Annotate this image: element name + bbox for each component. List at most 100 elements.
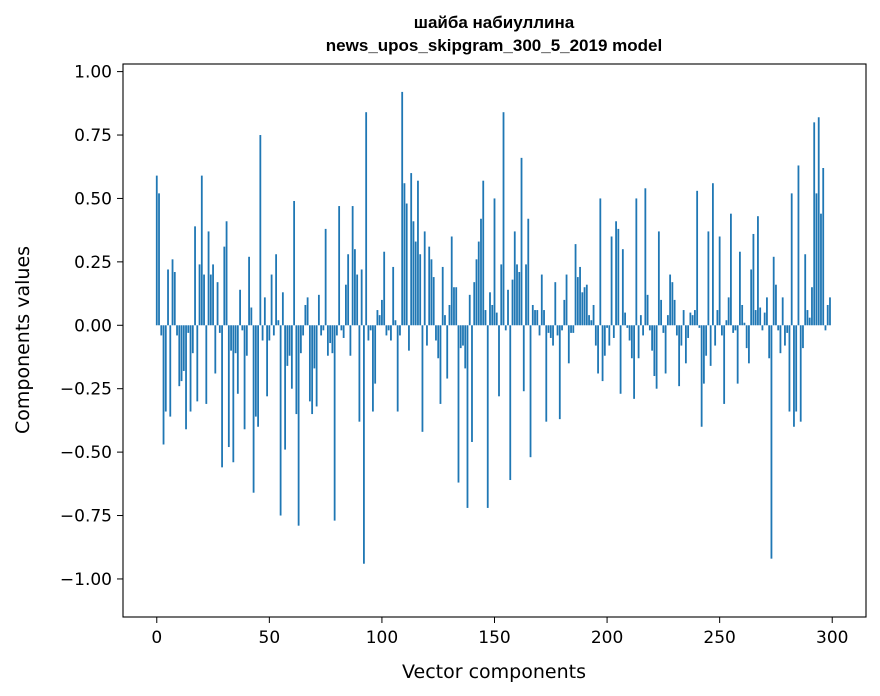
bar (511, 279, 514, 326)
bar (381, 299, 383, 326)
bar (414, 241, 417, 326)
bar (775, 284, 777, 326)
bar (804, 254, 807, 326)
bar (507, 289, 509, 326)
bar (491, 304, 494, 326)
bar (185, 325, 187, 430)
bar (326, 325, 329, 356)
bar (286, 325, 289, 366)
bar (176, 325, 178, 336)
bar (788, 325, 791, 412)
bar (601, 325, 604, 382)
y-tick-label: −1.00 (60, 570, 112, 590)
bar (664, 325, 667, 374)
bar (567, 325, 570, 364)
bar (419, 254, 422, 326)
bar (187, 325, 190, 333)
bar (232, 325, 235, 463)
bar (293, 200, 296, 326)
bar (513, 231, 516, 326)
bar (308, 325, 311, 402)
bar (718, 236, 721, 326)
bar (529, 325, 532, 458)
bar (811, 287, 813, 326)
y-tick-label: −0.50 (60, 443, 112, 463)
bar (784, 325, 786, 346)
bar (644, 188, 647, 326)
bar (642, 325, 644, 336)
bar (585, 284, 588, 326)
bar (552, 325, 554, 346)
bar (538, 325, 541, 336)
bar (675, 325, 678, 336)
bar (669, 274, 672, 326)
bar (648, 325, 651, 331)
bar (522, 325, 525, 392)
bar (392, 266, 395, 326)
bar (450, 236, 453, 326)
bar (673, 299, 676, 326)
bar (624, 312, 626, 326)
bar (799, 325, 802, 422)
bar (464, 325, 467, 369)
bar (473, 282, 476, 326)
bar (261, 325, 264, 341)
bar (723, 325, 726, 404)
bar (721, 325, 723, 336)
bar (660, 299, 663, 326)
bar (399, 325, 401, 336)
bar (651, 325, 654, 351)
y-tick-label: 0.00 (74, 316, 112, 336)
bar (594, 325, 597, 346)
bar (423, 231, 426, 326)
bar (191, 325, 194, 354)
bar (205, 325, 208, 404)
bar (428, 246, 431, 326)
bar (743, 322, 746, 326)
bar (329, 325, 332, 344)
bar (227, 325, 230, 448)
bar (520, 157, 523, 326)
bar (234, 325, 237, 354)
bar (498, 325, 500, 397)
bar (678, 325, 681, 387)
bar (435, 325, 437, 341)
bar (536, 310, 539, 326)
bar (556, 325, 559, 336)
bar (455, 287, 458, 326)
bar (160, 325, 163, 336)
bar (365, 112, 368, 326)
bar (777, 325, 780, 331)
bar (745, 325, 748, 349)
x-tick-label: 300 (816, 628, 848, 648)
bar (225, 221, 228, 326)
bar (495, 312, 498, 326)
bar (408, 325, 410, 351)
bar (691, 315, 694, 326)
chart-title-line2: news_upos_skipgram_300_5_2019 model (326, 36, 662, 55)
bar (633, 325, 635, 399)
bar (306, 297, 309, 326)
bar (354, 249, 356, 326)
bar (243, 325, 246, 430)
bar (468, 294, 471, 326)
bar (218, 325, 221, 333)
bar (610, 236, 613, 326)
bar (820, 213, 822, 326)
bar (390, 325, 392, 341)
bar (477, 241, 480, 326)
bar (653, 325, 656, 377)
bar (374, 325, 377, 384)
bar (376, 310, 379, 326)
plot-area-frame (122, 63, 867, 618)
bar (790, 193, 793, 326)
y-tick-label: 1.00 (74, 63, 112, 83)
bar (558, 325, 561, 420)
bar (453, 287, 455, 326)
chart-title-line1: шайба набиуллина (414, 13, 575, 32)
bar (540, 274, 543, 326)
bar (203, 274, 205, 326)
bar (714, 325, 717, 346)
bar (671, 282, 674, 326)
